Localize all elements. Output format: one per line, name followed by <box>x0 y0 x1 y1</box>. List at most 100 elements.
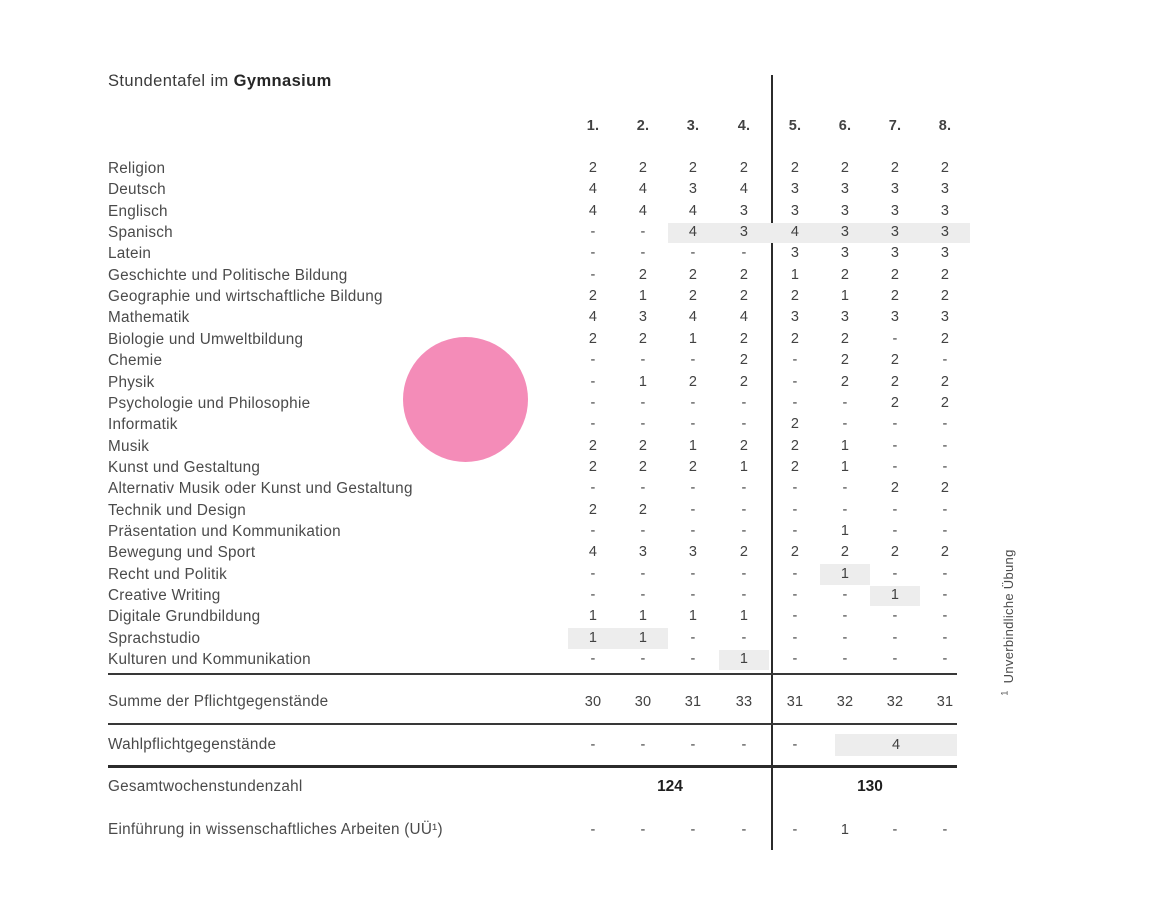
value-cell: 2 <box>739 160 749 176</box>
subject-row: Latein - - - - 3 3 3 3 <box>108 243 973 264</box>
value-cell: - <box>892 458 898 475</box>
value-cell: - <box>690 501 696 518</box>
subject-row: Psychologie und Philosophie - - - - - - 2 2 <box>108 393 973 414</box>
value-cell: 2 <box>840 330 850 347</box>
highlight-bar <box>668 222 970 244</box>
value-cell: 3 <box>940 181 950 198</box>
value-cell: 1 <box>840 288 850 305</box>
subject-label: Digitale Grundbildung <box>108 608 261 626</box>
summe-cell: 32 <box>886 694 904 710</box>
value-cell: 2 <box>638 501 648 518</box>
value-cell: - <box>690 394 696 411</box>
value-cell: 3 <box>940 202 950 219</box>
value-cell: 1 <box>840 458 850 475</box>
subject-row: Digitale Grundbildung 1 1 1 1 - - - - <box>108 606 973 627</box>
value-cell: 1 <box>638 288 648 305</box>
value-cell: - <box>942 458 948 475</box>
wahlpflicht-cell: - <box>640 737 646 753</box>
value-cell: 2 <box>790 330 800 347</box>
subject-row: Chemie - - - 2 - 2 2 - <box>108 350 973 371</box>
value-cell: 2 <box>940 288 950 305</box>
column-header: 8. <box>938 118 952 134</box>
value-cell: - <box>640 416 646 433</box>
value-cell: 1 <box>739 608 749 625</box>
value-cell: 2 <box>688 373 698 390</box>
value-cell: 4 <box>638 202 648 219</box>
value-cell: 1 <box>688 608 698 625</box>
side-note-footnote-marker: 1 <box>999 690 1010 696</box>
subject-label: Psychologie und Philosophie <box>108 394 311 412</box>
gesamt-total-unterstufe: 124 <box>657 778 683 795</box>
value-cell: 2 <box>688 266 698 283</box>
value-cell: 3 <box>840 309 850 326</box>
summe-label: Summe der Pflichtgegenstände <box>108 693 329 710</box>
subject-row: Physik - 1 2 2 - 2 2 2 <box>108 372 973 393</box>
value-cell: 3 <box>790 309 800 326</box>
value-cell: - <box>942 352 948 369</box>
value-cell: - <box>741 565 747 582</box>
value-cell: 2 <box>940 544 950 561</box>
value-cell: - <box>741 501 747 518</box>
subject-label: Religion <box>108 160 166 177</box>
value-cell: - <box>892 437 898 454</box>
value-cell: 1 <box>638 629 648 646</box>
value-cell: 3 <box>739 224 749 241</box>
value-cell: 2 <box>840 160 850 176</box>
value-cell: - <box>842 394 848 411</box>
subject-label: Technik und Design <box>108 501 247 519</box>
value-cell: 3 <box>688 544 698 561</box>
value-cell: - <box>590 352 596 369</box>
column-divider-line <box>771 75 773 850</box>
summe-row: Summe der Pflichtgegenstände 30 30 31 33 31 3… <box>108 691 973 713</box>
value-cell: - <box>690 651 696 668</box>
value-cell: - <box>690 245 696 262</box>
value-cell: 2 <box>790 160 800 176</box>
value-cell: - <box>942 501 948 518</box>
subject-label: Geographie und wirtschaftliche Bildung <box>108 288 383 306</box>
column-header: 6. <box>838 118 852 134</box>
column-header: 3. <box>686 118 700 134</box>
subject-label: Chemie <box>108 352 163 370</box>
subject-label: Kulturen und Kommunikation <box>108 651 311 669</box>
wahlpflicht-cell: - <box>590 737 596 753</box>
summe-cell: 31 <box>684 694 702 710</box>
value-cell: - <box>892 565 898 582</box>
value-cell: - <box>640 394 646 411</box>
subject-label: Physik <box>108 373 155 391</box>
value-cell: - <box>892 416 898 433</box>
wahlpflicht-highlight-cell: 4 <box>835 734 957 756</box>
value-cell: - <box>640 522 646 539</box>
value-cell: 1 <box>890 587 900 603</box>
value-cell: 2 <box>688 160 698 176</box>
einfuehrung-cell: - <box>741 822 747 838</box>
column-header: 7. <box>888 118 902 134</box>
value-cell: 3 <box>790 202 800 219</box>
subject-label: Geschichte und Politische Bildung <box>108 266 348 284</box>
value-cell: 4 <box>588 309 598 326</box>
subject-row: Kunst und Gestaltung 2 2 2 1 2 1 - - <box>108 457 973 478</box>
value-cell: - <box>640 224 646 241</box>
wahlpflicht-cell: - <box>690 737 696 753</box>
value-cell: 2 <box>588 160 598 176</box>
value-cell: - <box>842 416 848 433</box>
value-cell: - <box>590 416 596 433</box>
value-cell: - <box>792 352 798 369</box>
value-cell: - <box>942 608 948 625</box>
einfuehrung-row: Einführung in wissenschaftliches Arbeite… <box>108 819 973 841</box>
subject-row: Geographie und wirtschaftliche Bildung 2 1… <box>108 286 973 307</box>
rule-above-wahlpflicht <box>108 723 957 725</box>
column-header: 4. <box>737 118 751 134</box>
subject-label: Recht und Politik <box>108 565 228 583</box>
value-cell: - <box>892 651 898 668</box>
value-cell: 4 <box>790 224 800 241</box>
value-cell: - <box>690 352 696 369</box>
value-cell: - <box>942 629 948 646</box>
title-prefix: Stundentafel im <box>108 72 234 90</box>
subject-label: Deutsch <box>108 181 166 199</box>
value-cell: - <box>741 522 747 539</box>
subject-label: Biologie und Umweltbildung <box>108 330 304 348</box>
value-cell: 4 <box>739 309 749 326</box>
subject-label: Kunst und Gestaltung <box>108 458 261 476</box>
value-cell: 2 <box>790 288 800 305</box>
